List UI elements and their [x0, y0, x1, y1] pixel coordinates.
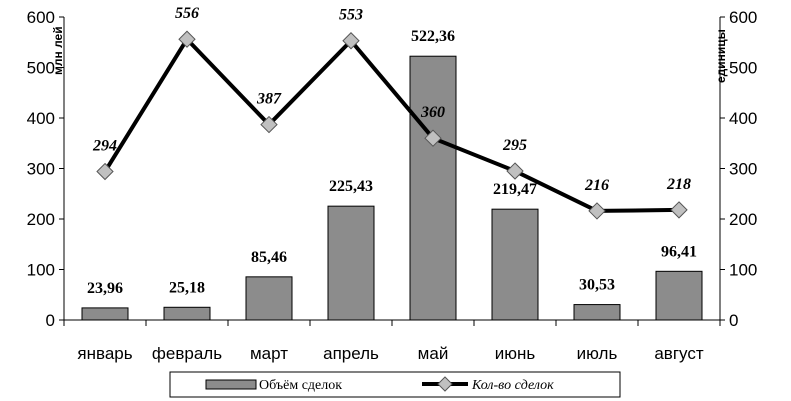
line-value-label: 553 — [339, 7, 363, 24]
right-axis-unit: единицы — [714, 29, 728, 83]
line-value-label: 387 — [256, 91, 282, 108]
x-tick-label: апрель — [323, 344, 379, 363]
left-tick-label: 500 — [27, 59, 55, 78]
x-tick-label: август — [654, 344, 703, 363]
legend-bar-label: Объём сделок — [259, 378, 342, 393]
line-value-label: 556 — [175, 5, 199, 22]
bar — [163, 306, 211, 321]
x-tick-label: июнь — [495, 344, 536, 363]
bars — [81, 55, 703, 321]
line-point — [506, 162, 524, 180]
bar-value-label: 225,43 — [329, 178, 373, 195]
bar-value-label: 30,53 — [579, 277, 615, 294]
x-tick-label: июль — [577, 344, 618, 363]
right-tick-label: 100 — [729, 261, 757, 280]
bar — [327, 205, 375, 321]
line-point — [260, 115, 278, 134]
x-tick-label: март — [250, 344, 288, 363]
legend-line-marker — [437, 376, 453, 392]
left-tick-label: 400 — [27, 109, 55, 128]
line-value-label: 295 — [502, 137, 527, 154]
left-tick-label: 100 — [27, 261, 55, 280]
line-point — [424, 129, 442, 147]
bar — [491, 208, 539, 321]
left-tick-label: 600 — [27, 8, 55, 27]
line-value-label: 360 — [420, 104, 445, 121]
line-value-label: 216 — [584, 177, 609, 194]
right-tick-label: 500 — [729, 59, 757, 78]
right-tick-label: 400 — [729, 109, 757, 128]
bar-value-label: 219,47 — [493, 181, 537, 198]
line-value-label: 294 — [92, 138, 117, 155]
x-tick-label: февраль — [152, 344, 222, 363]
bar — [245, 276, 293, 321]
axes: 0 0 100 100 200 200 300 300 400 400 500 500 600 600 ян… — [27, 8, 758, 363]
left-axis-unit: млн лей — [51, 26, 65, 75]
line-series — [96, 30, 688, 220]
legend: Объём сделок Кол-во сделок — [169, 371, 621, 398]
x-tick-label: май — [418, 344, 449, 363]
bar-value-label: 85,46 — [251, 249, 287, 266]
data-labels: 23,96 25,18 85,46 225,43 522,36 219,47 30,53 96… — [87, 5, 697, 297]
line-value-label: 218 — [666, 176, 691, 193]
bar-value-label: 522,36 — [411, 28, 455, 45]
legend-bar-swatch — [205, 379, 257, 390]
left-tick-label: 0 — [46, 311, 55, 330]
bar-value-label: 25,18 — [169, 279, 205, 296]
right-tick-label: 600 — [729, 8, 757, 27]
bar — [655, 270, 703, 321]
legend-line-label: Кол-во сделок — [471, 378, 554, 393]
line-point — [670, 201, 688, 219]
left-tick-label: 200 — [27, 210, 55, 229]
right-tick-label: 300 — [729, 160, 757, 179]
left-tick-label: 300 — [27, 160, 55, 179]
bar-value-label: 23,96 — [87, 280, 123, 297]
line-point — [96, 162, 114, 181]
line-path — [103, 37, 680, 213]
line-point — [342, 32, 360, 50]
line-point — [178, 30, 196, 48]
bar-value-label: 96,41 — [661, 243, 697, 260]
line-point — [588, 202, 606, 220]
right-tick-label: 0 — [729, 311, 738, 330]
bar — [409, 55, 457, 321]
bar — [573, 304, 621, 321]
right-tick-label: 200 — [729, 210, 757, 229]
bar — [81, 307, 129, 321]
x-tick-label: январь — [77, 344, 132, 363]
